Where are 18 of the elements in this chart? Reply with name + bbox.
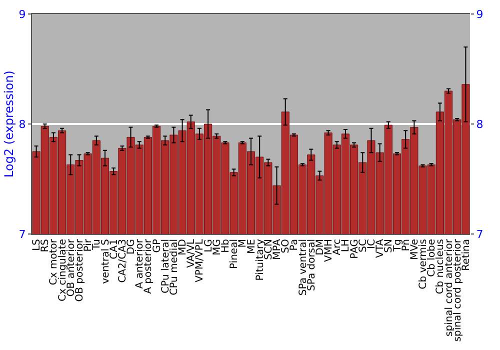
y-axis-title: Log2 (expression) xyxy=(2,70,16,178)
x-tick-label: GP xyxy=(152,239,163,253)
x-tick-label: Hb xyxy=(220,239,232,253)
y2-tick-label: 7 xyxy=(476,228,484,241)
x-tick-label: ME xyxy=(246,239,258,254)
y2-tick-label: 9 xyxy=(476,8,484,21)
x-tick-label: OB posterior xyxy=(74,238,86,302)
y-tick-label: 8 xyxy=(18,118,26,131)
y2-tick-label: 8 xyxy=(476,118,484,131)
x-tick-label: MVe xyxy=(409,239,420,260)
x-tick-label: spinal cord posterior xyxy=(452,238,464,342)
x-tick-label: Pituitary xyxy=(254,238,266,281)
x-tick-label: Retina xyxy=(460,239,472,271)
y-tick-label: 9 xyxy=(18,8,26,21)
y-tick-label: 7 xyxy=(18,228,26,241)
x-tick-label: Tg xyxy=(392,239,404,252)
x-tick-label: A posterior xyxy=(143,238,154,294)
x-tick-label: Pa xyxy=(289,239,300,251)
